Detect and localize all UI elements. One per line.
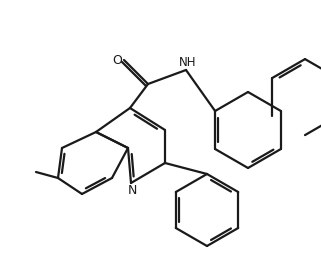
Text: N: N [127,183,137,197]
Text: NH: NH [179,56,197,69]
Text: O: O [112,53,122,66]
